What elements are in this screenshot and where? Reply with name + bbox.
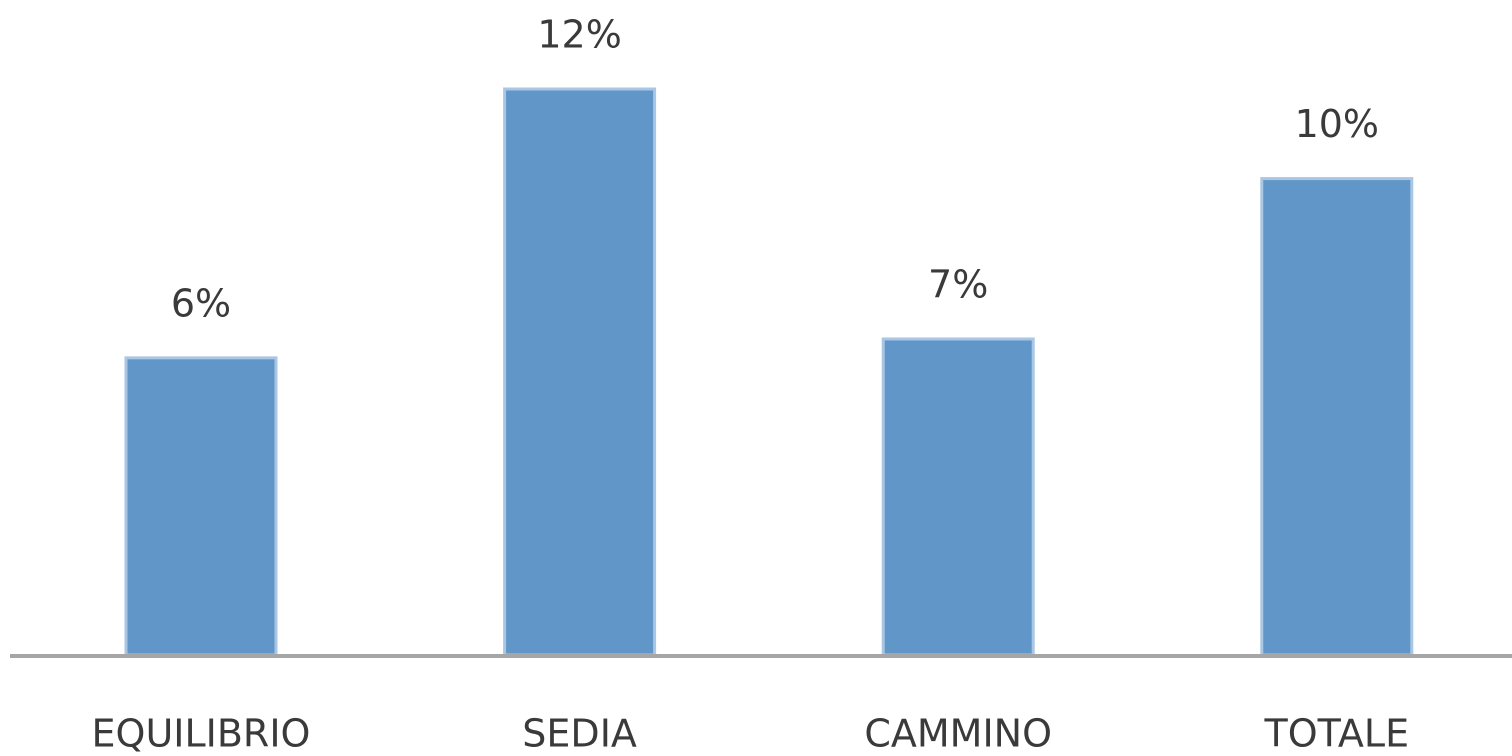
data-label: 6%: [171, 281, 231, 325]
x-tick-label: EQUILIBRIO: [92, 712, 311, 756]
bar: [503, 87, 657, 657]
bar: [881, 337, 1035, 657]
data-label: 10%: [1295, 102, 1379, 146]
bar: [124, 356, 278, 657]
bar: [1260, 177, 1414, 657]
x-tick-label: TOTALE: [1264, 712, 1410, 756]
data-label: 12%: [537, 13, 621, 57]
x-tick-label: CAMMINO: [864, 712, 1052, 756]
data-label: 7%: [928, 262, 988, 306]
x-tick-label: SEDIA: [522, 712, 637, 756]
